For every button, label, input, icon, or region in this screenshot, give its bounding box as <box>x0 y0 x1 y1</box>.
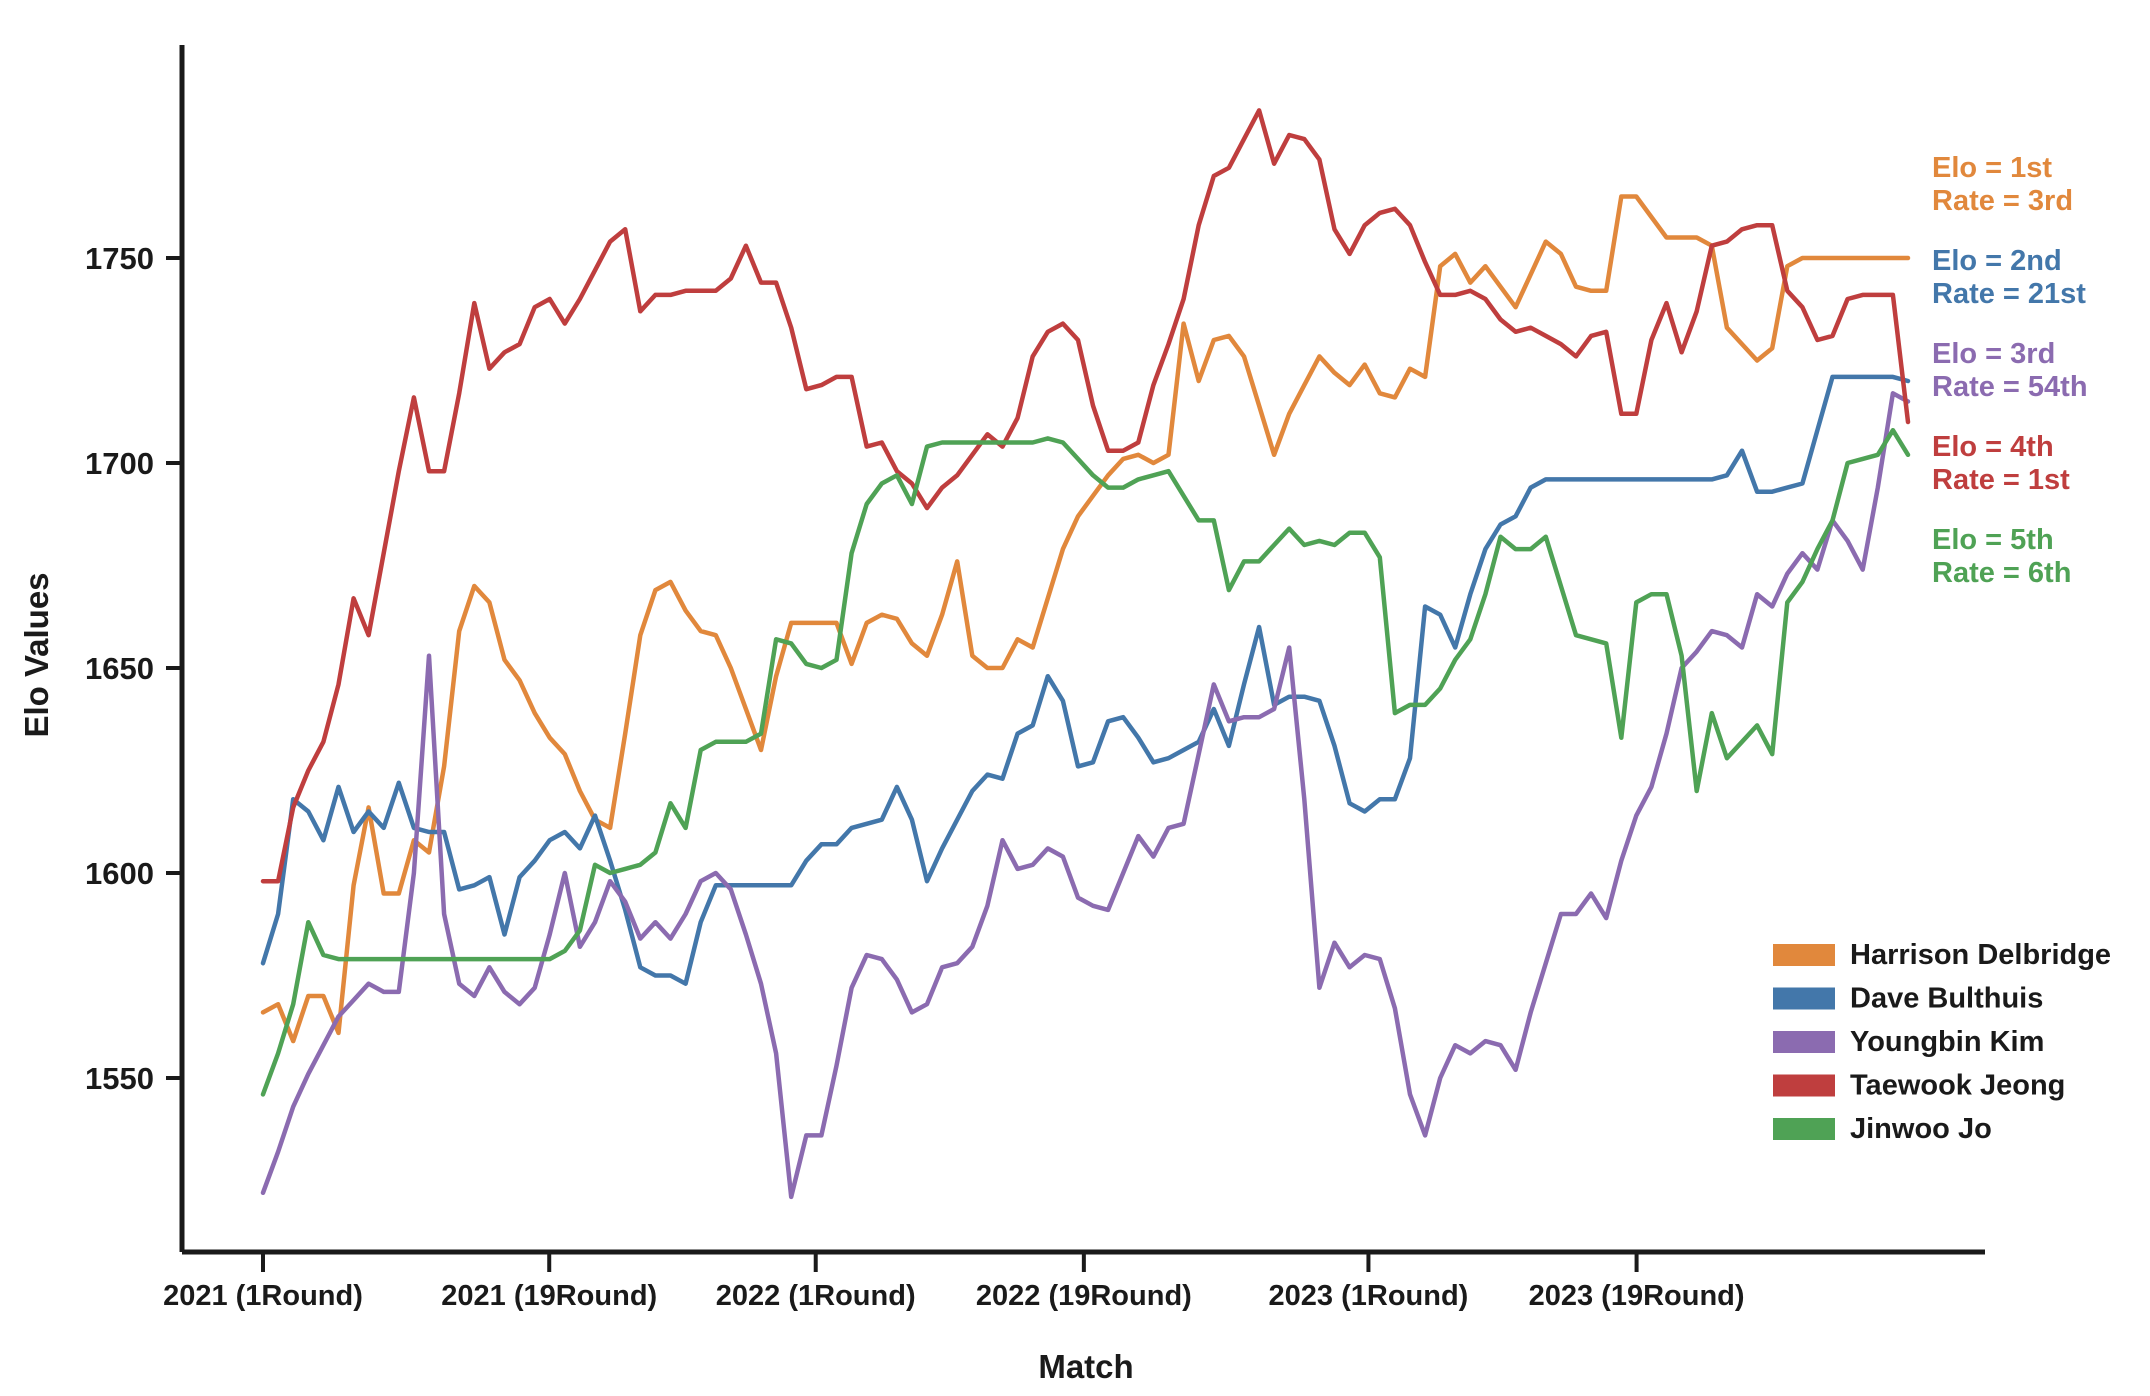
rank-annotation-line: Elo = 4th <box>1932 431 2054 463</box>
legend-label: Dave Bulthuis <box>1850 983 2043 1015</box>
rank-annotation-line: Elo = 2nd <box>1932 245 2062 277</box>
legend-swatch <box>1773 1031 1835 1053</box>
y-tick-label: 1600 <box>85 856 154 891</box>
legend-swatch <box>1773 1074 1835 1097</box>
x-axis-title: Match <box>1038 1348 1133 1385</box>
rank-annotation-line: Rate = 1st <box>1932 464 2070 496</box>
rank-annotation-line: Rate = 6th <box>1932 557 2071 589</box>
series-line-dave-bulthuis <box>260 374 1911 986</box>
y-tick-label: 1750 <box>85 241 154 276</box>
y-tick-label: 1700 <box>85 446 154 481</box>
series-line-harrison-delbridge <box>260 194 1911 1044</box>
y-tick-label: 1650 <box>85 651 154 686</box>
series-line-jinwoo-jo <box>260 427 1911 1097</box>
x-tick-label: 2021 (19Round) <box>441 1280 657 1312</box>
rank-annotation-line: Elo = 3rd <box>1932 338 2055 370</box>
rank-annotation-line: Elo = 1st <box>1932 152 2052 184</box>
legend: Harrison Delbridge Dave Bulthuis Youngbin … <box>1773 939 2111 1145</box>
legend-swatch <box>1773 944 1835 966</box>
rank-annotation-line: Rate = 3rd <box>1932 185 2073 217</box>
x-tick-label: 2022 (19Round) <box>976 1280 1192 1312</box>
axes-layer: 1750 1700 1650 1600 1550 2021 (1Round) 2021 (1… <box>85 45 1985 1312</box>
series-line-youngbin-kim <box>260 391 1911 1200</box>
rank-annotation-line: Elo = 5th <box>1932 524 2054 556</box>
x-tick-label: 2022 (1Round) <box>716 1280 916 1312</box>
legend-swatch <box>1773 1118 1835 1140</box>
legend-label: Harrison Delbridge <box>1850 939 2111 971</box>
series-layer <box>260 108 1911 1200</box>
series-line-taewook-jeong <box>260 108 1911 884</box>
x-tick-label: 2021 (1Round) <box>163 1280 363 1312</box>
rank-annotation-line: Rate = 54th <box>1932 371 2088 403</box>
y-tick-label: 1550 <box>85 1061 154 1096</box>
legend-label: Youngbin Kim <box>1850 1026 2044 1058</box>
x-tick-label: 2023 (19Round) <box>1529 1280 1745 1312</box>
x-tick-label: 2023 (1Round) <box>1269 1280 1469 1312</box>
rank-annotation-line: Rate = 21st <box>1932 278 2086 310</box>
legend-label: Jinwoo Jo <box>1850 1113 1992 1145</box>
legend-swatch <box>1773 987 1835 1010</box>
legend-label: Taewook Jeong <box>1850 1070 2065 1102</box>
y-axis-title: Elo Values <box>18 572 55 737</box>
